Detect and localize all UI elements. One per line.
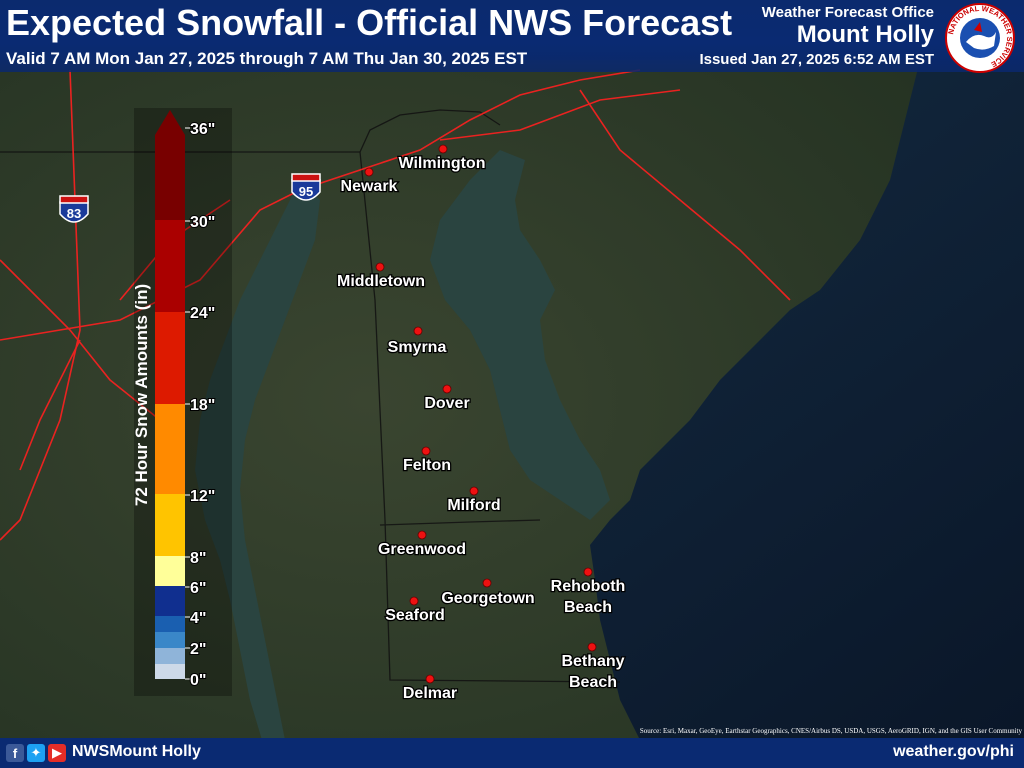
city-marker-georgetown[interactable] — [482, 578, 492, 588]
highway-95-label: 95 — [299, 184, 313, 199]
city-marker-dover[interactable] — [442, 384, 452, 394]
legend-bin-7 — [155, 404, 185, 494]
legend-title: 72 Hour Snow Amounts (in) — [132, 283, 151, 507]
nws-logo-icon[interactable]: NATIONAL WEATHER SERVICE — [944, 2, 1016, 74]
legend-bin-8 — [155, 312, 185, 404]
valid-period: Valid 7 AM Mon Jan 27, 2025 through 7 AM… — [6, 49, 528, 68]
city-label-greenwood: Greenwood — [378, 541, 466, 558]
city-label-felton: Felton — [403, 457, 451, 474]
highway-83-label: 83 — [67, 206, 81, 221]
city-label-seaford: Seaford — [385, 607, 445, 624]
city-label-smyrna: Smyrna — [388, 339, 447, 356]
legend-label-10: 36" — [190, 121, 215, 138]
city-marker-wilmington[interactable] — [438, 144, 448, 154]
city-marker-felton[interactable] — [421, 446, 431, 456]
source-credit: Source: Esri, Maxar, GeoEye, Earthstar G… — [639, 727, 1022, 735]
youtube-icon[interactable]: ▶ — [48, 744, 66, 762]
legend-bin-0 — [155, 664, 185, 679]
social-icons: f ✦ ▶ — [6, 744, 66, 762]
legend-bin-5 — [155, 556, 185, 586]
page-title: Expected Snowfall - Official NWS Forecas… — [6, 2, 733, 43]
legend-label-6: 12" — [190, 488, 215, 505]
city-marker-milford[interactable] — [469, 486, 479, 496]
legend-label-3: 4" — [190, 610, 206, 627]
chesapeake-bay — [195, 180, 320, 740]
website-link[interactable]: weather.gov/phi — [893, 743, 1014, 760]
twitter-icon[interactable]: ✦ — [27, 744, 45, 762]
city-marker-middletown[interactable] — [375, 262, 385, 272]
header-bar: Expected Snowfall - Official NWS Forecas… — [0, 0, 1024, 74]
legend-label-7: 18" — [190, 397, 215, 414]
city-marker-rehoboth-beach[interactable] — [583, 567, 593, 577]
interstate-95-shield-icon: 95 — [291, 173, 321, 201]
city-label-newark: Newark — [341, 178, 398, 195]
legend-bin-3 — [155, 616, 185, 632]
social-handle[interactable]: NWSMount Holly — [72, 743, 201, 760]
city-label-milford: Milford — [447, 497, 500, 514]
interstate-83-shield-icon: 83 — [59, 195, 89, 223]
city-marker-greenwood[interactable] — [417, 530, 427, 540]
city-label-rehoboth-beach: Rehoboth Beach — [551, 578, 626, 616]
legend-label-5: 8" — [190, 550, 206, 567]
city-label-dover: Dover — [424, 395, 469, 412]
legend-bin-10 — [155, 110, 185, 220]
roads — [0, 69, 791, 541]
city-marker-smyrna[interactable] — [413, 326, 423, 336]
delaware-bay — [430, 150, 610, 520]
office-label: Weather Forecast Office — [761, 4, 934, 21]
city-label-middletown: Middletown — [337, 273, 425, 290]
legend-label-9: 30" — [190, 214, 215, 231]
legend-bin-4 — [155, 586, 185, 616]
city-marker-newark[interactable] — [364, 167, 374, 177]
facebook-icon[interactable]: f — [6, 744, 24, 762]
office-name: Mount Holly — [796, 21, 934, 48]
legend-label-8: 24" — [190, 305, 215, 322]
city-marker-bethany-beach[interactable] — [587, 642, 597, 652]
legend-label-0: 0" — [190, 672, 206, 689]
legend-bin-9 — [155, 220, 185, 312]
footer-bar: f ✦ ▶ NWSMount Holly weather.gov/phi — [0, 738, 1024, 768]
legend-bin-2 — [155, 632, 185, 648]
legend-label-1: 2" — [190, 641, 206, 658]
city-marker-delmar[interactable] — [425, 674, 435, 684]
legend-bin-1 — [155, 648, 185, 664]
city-label-bethany-beach: Bethany Beach — [561, 653, 624, 691]
city-label-georgetown: Georgetown — [441, 590, 534, 607]
legend-bin-6 — [155, 494, 185, 556]
city-label-wilmington: Wilmington — [399, 155, 486, 172]
city-marker-seaford[interactable] — [409, 596, 419, 606]
legend-label-4: 6" — [190, 580, 206, 597]
city-label-delmar: Delmar — [403, 685, 457, 702]
issued-time: Issued Jan 27, 2025 6:52 AM EST — [699, 51, 934, 68]
